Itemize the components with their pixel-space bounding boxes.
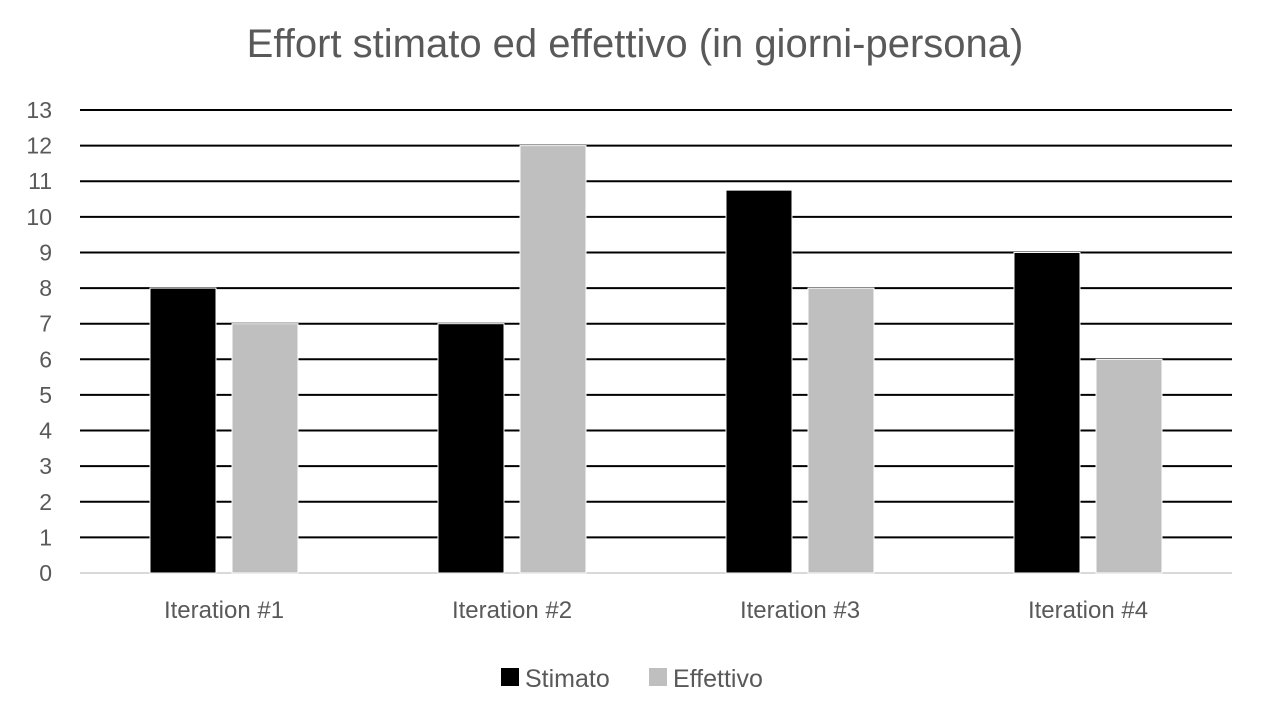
y-tick-label: 0 [39, 560, 52, 586]
bar-effettivo-1 [231, 323, 299, 574]
legend: Stimato Effettivo [501, 665, 763, 693]
y-tick-label: 4 [39, 418, 52, 444]
y-tick-label: 1 [39, 524, 52, 550]
legend-label-effettivo: Effettivo [673, 665, 763, 693]
y-tick-label: 2 [39, 489, 52, 515]
bar-effettivo-4 [1095, 358, 1163, 574]
y-tick-label: 3 [39, 453, 52, 479]
y-tick-label: 12 [26, 133, 52, 159]
chart-title: Effort stimato ed effettivo (in giorni-p… [247, 22, 1024, 66]
bar-stimato-2 [437, 323, 505, 574]
y-tick-label: 10 [26, 204, 52, 230]
y-tick-label: 13 [26, 97, 52, 123]
bars [149, 145, 1163, 574]
y-tick-label: 7 [39, 311, 52, 337]
x-category-label: Iteration #3 [740, 597, 860, 624]
y-tick-label: 11 [28, 168, 52, 194]
bar-effettivo-3 [807, 287, 875, 574]
y-tick-label: 5 [39, 382, 52, 408]
bar-stimato-4 [1013, 251, 1081, 574]
y-tick-label: 6 [39, 346, 52, 372]
x-category-label: Iteration #4 [1028, 597, 1148, 624]
y-tick-label: 9 [39, 239, 52, 265]
legend-swatch-stimato [501, 668, 519, 686]
x-category-label: Iteration #1 [164, 597, 284, 624]
y-tick-label: 8 [39, 275, 52, 301]
x-axis-categories: Iteration #1 Iteration #2 Iteration #3 Iter… [164, 597, 1148, 624]
legend-swatch-effettivo [649, 668, 667, 686]
bar-stimato-3 [725, 189, 793, 574]
x-category-label: Iteration #2 [452, 597, 572, 624]
bar-effettivo-2 [519, 145, 587, 574]
legend-label-stimato: Stimato [525, 665, 610, 693]
bar-stimato-1 [149, 287, 217, 574]
